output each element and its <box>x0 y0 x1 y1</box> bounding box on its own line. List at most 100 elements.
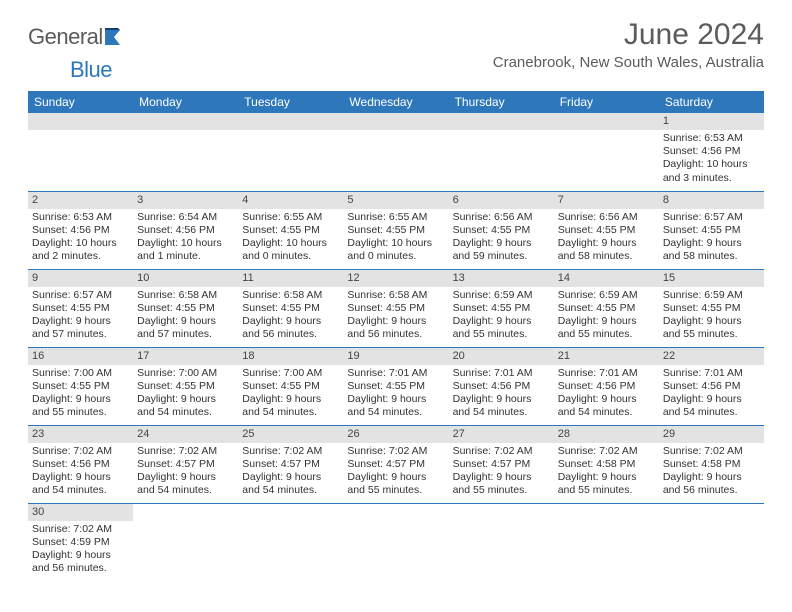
calendar-cell: 2Sunrise: 6:53 AMSunset: 4:56 PMDaylight… <box>28 191 133 269</box>
calendar-week-row: 16Sunrise: 7:00 AMSunset: 4:55 PMDayligh… <box>28 347 764 425</box>
calendar-cell: 28Sunrise: 7:02 AMSunset: 4:58 PMDayligh… <box>554 425 659 503</box>
sunrise-text: Sunrise: 7:02 AM <box>663 445 760 458</box>
sunrise-text: Sunrise: 7:00 AM <box>32 367 129 380</box>
day-number: 29 <box>659 426 764 443</box>
day-number: 7 <box>554 192 659 209</box>
day-details: Sunrise: 6:54 AMSunset: 4:56 PMDaylight:… <box>133 209 238 268</box>
daylight-text: Daylight: 9 hours and 55 minutes. <box>32 393 129 419</box>
logo-text-general: General <box>28 24 103 50</box>
sunrise-text: Sunrise: 7:01 AM <box>663 367 760 380</box>
daylight-text: Daylight: 9 hours and 55 minutes. <box>453 471 550 497</box>
calendar-cell: 6Sunrise: 6:56 AMSunset: 4:55 PMDaylight… <box>449 191 554 269</box>
sunset-text: Sunset: 4:55 PM <box>558 302 655 315</box>
col-saturday: Saturday <box>659 91 764 113</box>
sunset-text: Sunset: 4:55 PM <box>347 380 444 393</box>
day-details: Sunrise: 7:00 AMSunset: 4:55 PMDaylight:… <box>238 365 343 424</box>
day-details: Sunrise: 6:55 AMSunset: 4:55 PMDaylight:… <box>238 209 343 268</box>
calendar-cell <box>343 113 448 191</box>
calendar-cell: 8Sunrise: 6:57 AMSunset: 4:55 PMDaylight… <box>659 191 764 269</box>
calendar-cell <box>449 503 554 581</box>
calendar-cell: 26Sunrise: 7:02 AMSunset: 4:57 PMDayligh… <box>343 425 448 503</box>
sunset-text: Sunset: 4:56 PM <box>453 380 550 393</box>
sunset-text: Sunset: 4:57 PM <box>242 458 339 471</box>
sunset-text: Sunset: 4:55 PM <box>453 224 550 237</box>
daylight-text: Daylight: 9 hours and 56 minutes. <box>32 549 129 575</box>
calendar-header-row: Sunday Monday Tuesday Wednesday Thursday… <box>28 91 764 113</box>
sunset-text: Sunset: 4:55 PM <box>137 302 234 315</box>
calendar-cell <box>659 503 764 581</box>
calendar-cell: 12Sunrise: 6:58 AMSunset: 4:55 PMDayligh… <box>343 269 448 347</box>
calendar-cell: 20Sunrise: 7:01 AMSunset: 4:56 PMDayligh… <box>449 347 554 425</box>
day-number: 3 <box>133 192 238 209</box>
day-number: 15 <box>659 270 764 287</box>
sunrise-text: Sunrise: 7:02 AM <box>32 523 129 536</box>
day-details: Sunrise: 6:58 AMSunset: 4:55 PMDaylight:… <box>343 287 448 346</box>
col-thursday: Thursday <box>449 91 554 113</box>
sunrise-text: Sunrise: 6:59 AM <box>558 289 655 302</box>
daylight-text: Daylight: 9 hours and 55 minutes. <box>347 471 444 497</box>
day-details: Sunrise: 7:00 AMSunset: 4:55 PMDaylight:… <box>28 365 133 424</box>
calendar-cell: 23Sunrise: 7:02 AMSunset: 4:56 PMDayligh… <box>28 425 133 503</box>
daylight-text: Daylight: 9 hours and 54 minutes. <box>663 393 760 419</box>
calendar-cell: 7Sunrise: 6:56 AMSunset: 4:55 PMDaylight… <box>554 191 659 269</box>
day-number: 26 <box>343 426 448 443</box>
day-number: 10 <box>133 270 238 287</box>
col-sunday: Sunday <box>28 91 133 113</box>
day-number: 18 <box>238 348 343 365</box>
sunset-text: Sunset: 4:55 PM <box>663 224 760 237</box>
day-details: Sunrise: 7:01 AMSunset: 4:56 PMDaylight:… <box>659 365 764 424</box>
day-details: Sunrise: 6:56 AMSunset: 4:55 PMDaylight:… <box>449 209 554 268</box>
sunset-text: Sunset: 4:55 PM <box>32 380 129 393</box>
day-details: Sunrise: 7:02 AMSunset: 4:58 PMDaylight:… <box>554 443 659 502</box>
daylight-text: Daylight: 9 hours and 54 minutes. <box>347 393 444 419</box>
daylight-text: Daylight: 10 hours and 1 minute. <box>137 237 234 263</box>
sunset-text: Sunset: 4:56 PM <box>137 224 234 237</box>
day-number: 20 <box>449 348 554 365</box>
sunrise-text: Sunrise: 7:02 AM <box>32 445 129 458</box>
calendar-week-row: 23Sunrise: 7:02 AMSunset: 4:56 PMDayligh… <box>28 425 764 503</box>
calendar-cell: 22Sunrise: 7:01 AMSunset: 4:56 PMDayligh… <box>659 347 764 425</box>
day-number: 11 <box>238 270 343 287</box>
sunrise-text: Sunrise: 7:01 AM <box>558 367 655 380</box>
sunrise-text: Sunrise: 6:58 AM <box>347 289 444 302</box>
sunrise-text: Sunrise: 7:02 AM <box>347 445 444 458</box>
col-tuesday: Tuesday <box>238 91 343 113</box>
day-number: 6 <box>449 192 554 209</box>
day-details: Sunrise: 7:02 AMSunset: 4:59 PMDaylight:… <box>28 521 133 580</box>
day-number: 8 <box>659 192 764 209</box>
day-details: Sunrise: 7:01 AMSunset: 4:56 PMDaylight:… <box>449 365 554 424</box>
day-number: 5 <box>343 192 448 209</box>
calendar-cell: 13Sunrise: 6:59 AMSunset: 4:55 PMDayligh… <box>449 269 554 347</box>
sunrise-text: Sunrise: 7:01 AM <box>347 367 444 380</box>
daylight-text: Daylight: 9 hours and 54 minutes. <box>242 393 339 419</box>
sunrise-text: Sunrise: 6:59 AM <box>453 289 550 302</box>
daylight-text: Daylight: 9 hours and 56 minutes. <box>347 315 444 341</box>
day-number: 28 <box>554 426 659 443</box>
calendar-cell: 19Sunrise: 7:01 AMSunset: 4:55 PMDayligh… <box>343 347 448 425</box>
sunrise-text: Sunrise: 6:55 AM <box>242 211 339 224</box>
day-details: Sunrise: 7:02 AMSunset: 4:57 PMDaylight:… <box>343 443 448 502</box>
sunset-text: Sunset: 4:55 PM <box>347 302 444 315</box>
sunrise-text: Sunrise: 6:59 AM <box>663 289 760 302</box>
calendar-cell: 11Sunrise: 6:58 AMSunset: 4:55 PMDayligh… <box>238 269 343 347</box>
sunrise-text: Sunrise: 6:55 AM <box>347 211 444 224</box>
daylight-text: Daylight: 9 hours and 54 minutes. <box>137 393 234 419</box>
calendar-cell: 16Sunrise: 7:00 AMSunset: 4:55 PMDayligh… <box>28 347 133 425</box>
day-number-bar-empty <box>343 113 448 130</box>
day-number: 25 <box>238 426 343 443</box>
daylight-text: Daylight: 9 hours and 58 minutes. <box>663 237 760 263</box>
day-details: Sunrise: 6:59 AMSunset: 4:55 PMDaylight:… <box>659 287 764 346</box>
day-number: 30 <box>28 504 133 521</box>
day-number: 22 <box>659 348 764 365</box>
calendar-cell: 10Sunrise: 6:58 AMSunset: 4:55 PMDayligh… <box>133 269 238 347</box>
day-details: Sunrise: 6:56 AMSunset: 4:55 PMDaylight:… <box>554 209 659 268</box>
sunrise-text: Sunrise: 7:00 AM <box>137 367 234 380</box>
day-details: Sunrise: 6:55 AMSunset: 4:55 PMDaylight:… <box>343 209 448 268</box>
sunset-text: Sunset: 4:57 PM <box>453 458 550 471</box>
calendar-week-row: 30Sunrise: 7:02 AMSunset: 4:59 PMDayligh… <box>28 503 764 581</box>
sunrise-text: Sunrise: 6:56 AM <box>453 211 550 224</box>
calendar-cell <box>554 113 659 191</box>
day-details: Sunrise: 6:57 AMSunset: 4:55 PMDaylight:… <box>659 209 764 268</box>
daylight-text: Daylight: 10 hours and 2 minutes. <box>32 237 129 263</box>
day-number: 16 <box>28 348 133 365</box>
